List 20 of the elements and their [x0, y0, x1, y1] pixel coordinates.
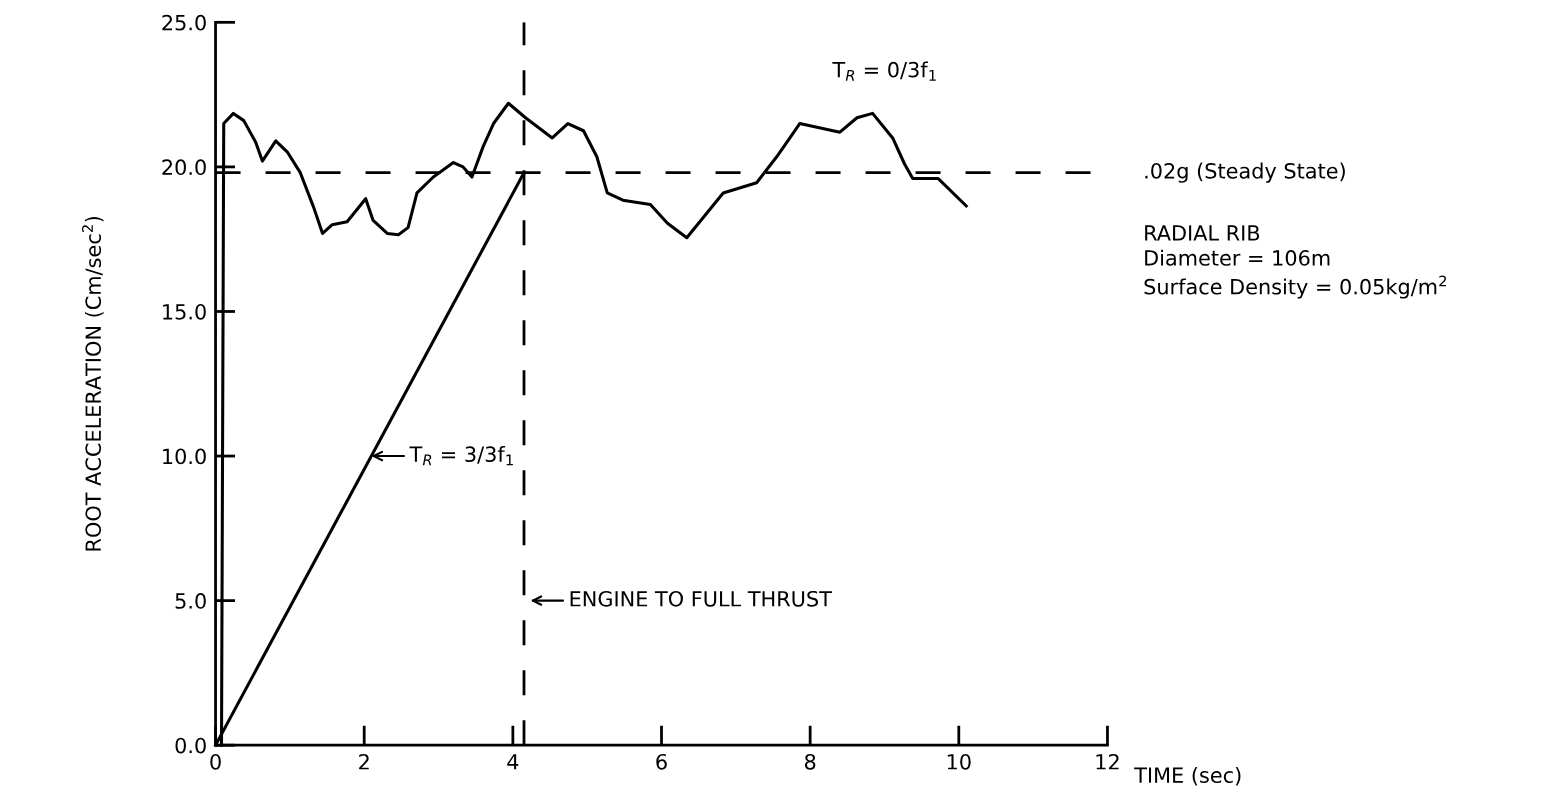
- y-tick-label: 25.0: [162, 14, 206, 31]
- y-tick-label: 0.0: [175, 737, 206, 754]
- x-tick-label: 0: [210, 753, 221, 770]
- annotation: T$_{R}$ = 0/3f$_{1}$: [832, 61, 936, 81]
- y-tick-label: 20.0: [162, 159, 206, 176]
- y-axis-title: ROOT ACCELERATION (Cm/sec$^{2}$): [81, 216, 104, 551]
- ref-line-label: ENGINE TO FULL THRUST: [570, 590, 832, 607]
- x-tick-label: 10: [947, 753, 971, 770]
- x-tick-label: 2: [359, 753, 369, 770]
- annotation: T$_{R}$ = 3/3f$_{1}$: [409, 445, 513, 466]
- text: RADIAL RIB Diameter = 106m Surface Density = 0.05kg/m$^{2}$: [1144, 225, 1447, 299]
- x-tick-label: 8: [804, 753, 816, 770]
- x-tick-label: 4: [507, 754, 519, 770]
- y-tick-label: 15.0: [163, 303, 206, 320]
- x-tick-label: 6: [656, 753, 667, 770]
- x-axis-title: TIME (sec): [1134, 766, 1241, 786]
- y-tick-label: 10.0: [163, 448, 206, 465]
- x-tick-label: 12: [1096, 753, 1119, 770]
- ref-line-label: .02g (Steady State): [1145, 162, 1345, 183]
- y-tick-label: 5.0: [175, 593, 206, 609]
